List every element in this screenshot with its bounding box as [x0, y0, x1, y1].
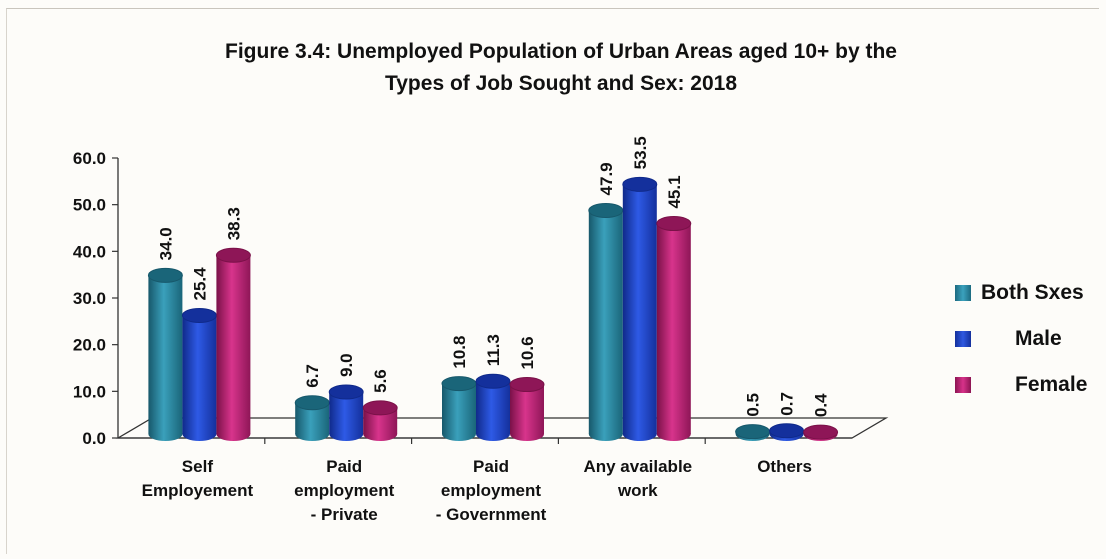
data-label: 38.3 — [224, 207, 243, 240]
legend-swatch-male — [955, 331, 971, 347]
y-tick-label: 60.0 — [73, 149, 106, 168]
category-label: employment — [294, 481, 394, 500]
bar — [735, 424, 771, 441]
bar — [181, 307, 217, 441]
category-label: - Private — [311, 505, 378, 524]
chart-axes: 0.0 10.0 20.0 30.0 40.0 50.0 60.0 — [73, 149, 852, 448]
chart-frame — [6, 8, 1099, 554]
chart-title-line-2: Types of Job Sought and Sex: 2018 — [384, 72, 738, 95]
legend-item-both-sexes: Both Sxes — [955, 270, 1087, 316]
category-label: work — [617, 481, 658, 500]
data-label: 5.6 — [371, 369, 390, 393]
y-tick-label: 30.0 — [73, 289, 106, 308]
data-label: 53.5 — [631, 136, 650, 169]
bar — [475, 373, 511, 441]
category-labels: Self Employement Paid employment - Private Pa… — [142, 457, 812, 524]
category-label: Employement — [142, 481, 254, 500]
category-label: Others — [757, 457, 812, 476]
chart-title: Figure 3.4: Unemployed Population of Urb… — [0, 36, 1106, 100]
bar — [769, 423, 805, 441]
bar — [441, 376, 477, 441]
bar — [803, 424, 839, 441]
data-label: 11.3 — [484, 334, 503, 366]
data-label: 9.0 — [337, 353, 356, 377]
y-tick-label: 50.0 — [73, 196, 106, 215]
data-label: 0.4 — [812, 393, 831, 417]
data-label: 34.0 — [156, 227, 175, 260]
data-label: 0.5 — [744, 393, 763, 417]
bar — [509, 377, 545, 441]
y-tick-label: 10.0 — [73, 382, 106, 401]
bar — [588, 202, 624, 441]
data-labels: 34.0 25.4 38.3 6.7 9.0 5.6 10.8 11.3 10.6 47.9 53.… — [156, 136, 830, 417]
category-label: Any available — [583, 457, 692, 476]
legend-label-male: Male — [1015, 327, 1062, 350]
category-label: - Government — [436, 505, 547, 524]
bar — [622, 176, 658, 441]
y-tick-label: 0.0 — [82, 429, 106, 448]
data-label: 25.4 — [190, 267, 209, 301]
legend-swatch-both-sexes — [955, 285, 971, 301]
bar — [328, 384, 364, 441]
category-label: Self — [182, 457, 214, 476]
legend: Both Sxes Male Female — [955, 270, 1087, 408]
data-label: 47.9 — [597, 162, 616, 195]
chart-bars — [147, 176, 839, 441]
bar — [294, 395, 330, 441]
data-label: 6.7 — [303, 364, 322, 388]
bar — [656, 216, 692, 441]
category-label: employment — [441, 481, 541, 500]
legend-item-male: Male — [955, 316, 1087, 362]
chart-title-line-1: Figure 3.4: Unemployed Population of Urb… — [225, 40, 897, 63]
bar — [215, 247, 251, 441]
category-label: Paid — [326, 457, 362, 476]
data-label: 45.1 — [665, 175, 684, 208]
bar — [362, 400, 398, 441]
y-tick-label: 40.0 — [73, 242, 106, 261]
category-label: Paid — [473, 457, 509, 476]
bar — [147, 267, 183, 441]
y-tick-label: 20.0 — [73, 336, 106, 355]
legend-swatch-female — [955, 377, 971, 393]
legend-label-both-sexes: Both Sxes — [981, 281, 1084, 304]
data-label: 10.8 — [450, 336, 469, 369]
data-label: 10.6 — [518, 336, 537, 369]
data-label: 0.7 — [778, 392, 797, 416]
legend-label-female: Female — [1015, 373, 1088, 396]
legend-item-female: Female — [955, 362, 1087, 408]
